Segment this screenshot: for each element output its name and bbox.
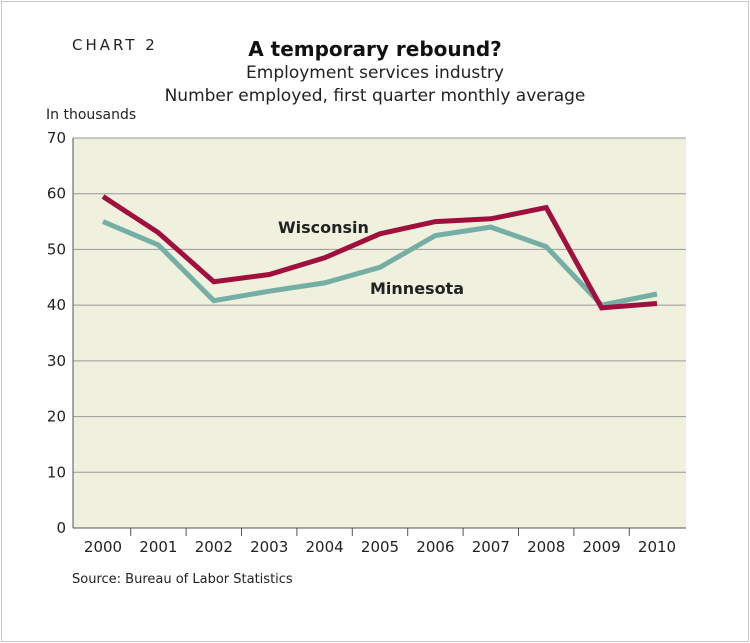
y-tick-labels: 0 10 20 30 40 50 60 70 bbox=[47, 129, 66, 537]
x-tick-label: 2000 bbox=[84, 538, 122, 556]
x-tick-label: 2004 bbox=[306, 538, 344, 556]
x-tick-label: 2009 bbox=[583, 538, 621, 556]
x-tick-label: 2005 bbox=[361, 538, 399, 556]
series-line-wisconsin bbox=[101, 194, 658, 311]
chart-title: A temporary rebound? bbox=[248, 37, 502, 61]
y-tick-label: 20 bbox=[47, 408, 66, 426]
series-label-wisconsin: Wisconsin bbox=[278, 218, 369, 237]
chart-subtitle-industry: Employment services industry bbox=[246, 63, 504, 83]
chart-subtitle-measure: Number employed, first quarter monthly a… bbox=[164, 86, 586, 106]
x-tick-label: 2008 bbox=[527, 538, 565, 556]
y-tick-label: 30 bbox=[47, 352, 66, 370]
y-tick-label: 70 bbox=[47, 129, 66, 147]
source-note: Source: Bureau of Labor Statistics bbox=[72, 572, 293, 587]
axes bbox=[72, 138, 686, 536]
x-tick-label: 2001 bbox=[139, 538, 177, 556]
series-label-minnesota: Minnesota bbox=[370, 279, 464, 298]
series-labels: Wisconsin Minnesota bbox=[278, 218, 464, 298]
series-lines bbox=[101, 194, 658, 311]
plot-area bbox=[73, 138, 686, 528]
chart-number: CHART 2 bbox=[72, 36, 158, 54]
y-tick-label: 50 bbox=[47, 240, 66, 258]
x-tick-label: 2006 bbox=[416, 538, 454, 556]
x-tick-label: 2002 bbox=[195, 538, 233, 556]
y-tick-label: 60 bbox=[47, 185, 66, 203]
x-tick-labels: 2000 2001 2002 2003 2004 2005 2006 2007 2008 2009… bbox=[84, 538, 676, 556]
y-tick-label: 10 bbox=[47, 463, 66, 481]
x-tick-label: 2007 bbox=[472, 538, 510, 556]
x-tick-label: 2010 bbox=[638, 538, 676, 556]
y-tick-label: 40 bbox=[47, 296, 66, 314]
series-line-minnesota bbox=[102, 219, 658, 308]
x-tick-label: 2003 bbox=[250, 538, 288, 556]
y-tick-label: 0 bbox=[56, 519, 66, 537]
y-axis-label: In thousands bbox=[46, 107, 137, 123]
